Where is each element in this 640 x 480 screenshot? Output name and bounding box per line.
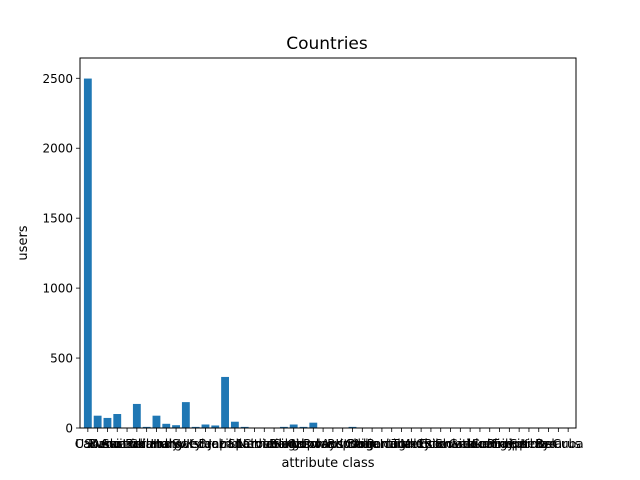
plot-frame xyxy=(79,57,577,429)
bar xyxy=(142,426,151,428)
y-axis-label: users xyxy=(16,225,31,260)
bar xyxy=(162,423,171,428)
x-tick-label: Poland xyxy=(303,437,343,451)
bar xyxy=(181,402,190,428)
x-tick-label: Australia xyxy=(101,437,154,451)
x-tick-label: Philippines xyxy=(487,437,552,451)
x-tick-label: Cuba xyxy=(553,437,584,451)
x-tick-label: Estonia xyxy=(419,437,463,451)
bar xyxy=(240,426,249,428)
x-tick-label: Portugal xyxy=(367,437,417,451)
x-tick-label: Israel xyxy=(189,437,222,451)
x-tick-label: Germany xyxy=(129,437,184,451)
x-tick-label: China xyxy=(345,437,379,451)
bar xyxy=(93,415,102,428)
bar xyxy=(172,425,180,428)
x-tick-label: Korea xyxy=(335,437,369,451)
x-tick-label: Iceland xyxy=(380,437,423,451)
x-tick-label: Denmark xyxy=(90,437,145,451)
bar xyxy=(299,426,308,428)
x-tick-label: Ukraine xyxy=(467,437,513,451)
bar xyxy=(152,415,161,428)
bar xyxy=(230,421,239,428)
x-tick-label: Czech Republic xyxy=(287,437,378,451)
x-tick-label: Netherlands xyxy=(238,437,311,451)
bar xyxy=(132,403,141,428)
x-tick-label: Italy xyxy=(153,437,179,451)
chart-title: Countries xyxy=(286,34,368,54)
y-tick-label: 2000 xyxy=(42,142,73,156)
x-tick-label: USA xyxy=(75,437,101,451)
x-tick-label: Peru xyxy=(535,437,562,451)
bar xyxy=(113,414,122,428)
y-axis: 0 500 1000 1500 2000 2500 xyxy=(42,72,80,436)
bar xyxy=(289,424,298,428)
x-tick-label: Spain xyxy=(228,437,262,451)
x-tick-label: Japan xyxy=(207,437,241,451)
x-tick-label: Mexico xyxy=(400,437,442,451)
x-tick-label: Lithuania xyxy=(452,437,508,451)
y-tick-label: 1000 xyxy=(42,282,73,296)
x-tick-label: Finland xyxy=(125,437,168,451)
x-tick-label: Chile xyxy=(416,437,446,451)
bar xyxy=(279,426,288,428)
x-tick-label: Belgium xyxy=(269,437,318,451)
x-tick-label: Belarus xyxy=(536,437,581,451)
x-tick-label: Turkey xyxy=(391,437,431,451)
bar xyxy=(211,425,220,428)
x-tick-label: Romania xyxy=(424,437,476,451)
x-tick-label: India xyxy=(220,437,249,451)
x-tick-label: UK xyxy=(178,437,196,451)
x-tick-label: Latvia xyxy=(236,437,273,451)
bar xyxy=(191,426,200,428)
x-tick-label: Egypt xyxy=(492,437,527,451)
x-tick-label: Argentina xyxy=(353,437,412,451)
bar xyxy=(221,376,229,428)
y-tick-label: 0 xyxy=(65,422,73,436)
x-axis: USACanadaRussiaDenmarkAustraliaSwitzerla… xyxy=(75,428,584,451)
x-tick-label: Colombia xyxy=(471,437,527,451)
x-tick-label: Hungary xyxy=(150,437,201,451)
y-tick-label: 500 xyxy=(50,352,73,366)
x-tick-label: Brazil xyxy=(199,437,233,451)
bar xyxy=(348,426,357,428)
x-tick-label: Norway xyxy=(291,437,337,451)
bar xyxy=(83,78,92,428)
x-tick-label: Greece xyxy=(449,437,492,451)
x-tick-label: Ireland xyxy=(263,437,305,451)
bars xyxy=(83,78,357,428)
bar xyxy=(201,424,210,428)
x-axis-label: attribute class xyxy=(281,456,374,471)
x-tick-label: Kenya xyxy=(520,437,557,451)
x-tick-label: Bulgaria xyxy=(347,437,397,451)
x-tick-label: Russia xyxy=(88,437,127,451)
y-tick-label: 2500 xyxy=(42,72,73,86)
x-tick-label: Singapore xyxy=(273,437,334,451)
x-tick-label: Serbia xyxy=(510,437,548,451)
x-tick-label: Slovakia xyxy=(435,437,485,451)
y-tick-label: 1500 xyxy=(42,212,73,226)
x-tick-label: Austria xyxy=(322,437,364,451)
bar xyxy=(309,422,318,428)
x-tick-label: Canada xyxy=(75,437,121,451)
x-tick-label: Croatia xyxy=(243,437,286,451)
bar xyxy=(103,417,112,428)
x-tick-label: Sweden xyxy=(172,437,219,451)
x-tick-label: Switzerland xyxy=(102,437,172,451)
